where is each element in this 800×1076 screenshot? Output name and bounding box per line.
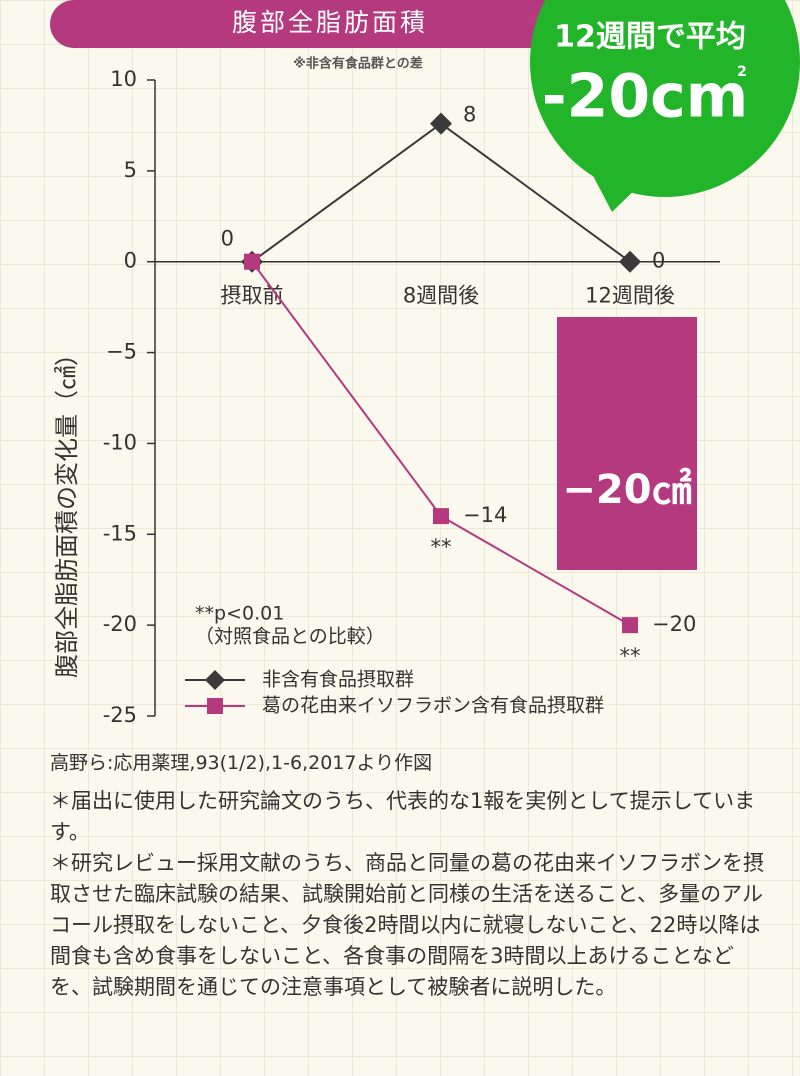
y-tick-label: 10 (110, 67, 137, 91)
title-banner (50, 0, 570, 48)
significance: ** (431, 535, 452, 559)
y-tick-label: -15 (103, 521, 137, 545)
marker (430, 112, 452, 135)
chart-title: 腹部全脂肪面積 (232, 8, 428, 37)
chart-subtitle: ※非含有食品群との差 (293, 56, 423, 72)
legend-marker (207, 698, 223, 714)
y-tick-label: 5 (124, 158, 137, 182)
x-tick-label: 8週間後 (403, 284, 479, 308)
note: **p<0.01 (195, 603, 284, 625)
value-label: 8 (463, 103, 476, 127)
highlight-text: −20㎠ (562, 467, 691, 513)
value-label: 0 (221, 227, 234, 251)
legend-marker (205, 670, 225, 690)
significance: ** (620, 644, 641, 668)
value-label: −14 (463, 503, 507, 527)
legend-label: 葛の花由来イソフラボン含有食品摂取群 (262, 695, 604, 717)
badge-sup: 2 (737, 64, 747, 80)
marker (622, 617, 638, 634)
chart: 腹部全脂肪面積 ※非含有食品群との差 12週間で平均 -20cm 2 −20㎠ … (50, 0, 800, 727)
y-tick-label: −5 (106, 340, 137, 364)
value-label: −20 (652, 612, 696, 636)
marker (433, 508, 449, 525)
badge-value: -20cm (542, 62, 748, 132)
badge-text: 12週間で平均 (554, 20, 746, 55)
note: ＊研究レビュー採用文献のうち、商品と同量の葛の花由来イソフラボンを摂取させた臨床… (50, 851, 764, 999)
y-tick-label: -25 (103, 703, 137, 727)
marker (244, 253, 260, 270)
legend-label: 非含有食品摂取群 (262, 669, 414, 691)
y-tick-label: 0 (124, 249, 137, 273)
note: ＊届出に使用した研究論文のうち、代表的な1報を実例として提示しています。 (50, 789, 756, 844)
y-axis-label: 腹部全脂肪面積の変化量（㎠） (53, 342, 81, 678)
x-tick-label: 摂取前 (221, 284, 284, 308)
x-tick-label: 12週間後 (585, 284, 675, 308)
y-tick-label: -20 (103, 612, 137, 636)
value-label: 0 (652, 249, 665, 273)
source: 高野ら:応用薬理,93(1/2),1-6,2017より作図 (50, 752, 433, 774)
badge (530, 0, 800, 197)
note: （対照食品との比較） (195, 626, 385, 648)
marker (619, 250, 641, 273)
notes: ＊届出に使用した研究論文のうち、代表的な1報を実例として提示しています。 ＊研究… (50, 786, 766, 1003)
y-tick-label: -10 (103, 430, 137, 454)
highlight-box (557, 317, 697, 570)
